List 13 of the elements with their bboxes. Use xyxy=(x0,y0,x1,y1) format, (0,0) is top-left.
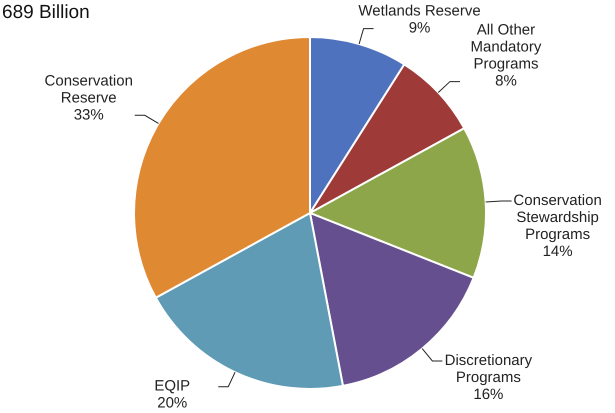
slice-label: EQIP xyxy=(154,378,190,395)
slice-label: Wetlands Reserve xyxy=(358,2,481,20)
chart-title: 689 Billion xyxy=(2,2,90,24)
data-label: 16% xyxy=(473,386,504,403)
slice-label: All Other Mandatory Programs xyxy=(470,22,542,73)
data-label: 9% xyxy=(408,20,430,37)
slice-label: Conservation Reserve xyxy=(44,72,133,106)
data-label: 20% xyxy=(157,394,188,412)
data-label: 8% xyxy=(495,72,517,90)
data-label: 33% xyxy=(74,106,104,124)
slice-label: Conservation Stewardship Programs xyxy=(513,192,602,243)
slice-label: Discretionary Programs xyxy=(444,352,533,386)
data-label: 14% xyxy=(542,242,573,260)
